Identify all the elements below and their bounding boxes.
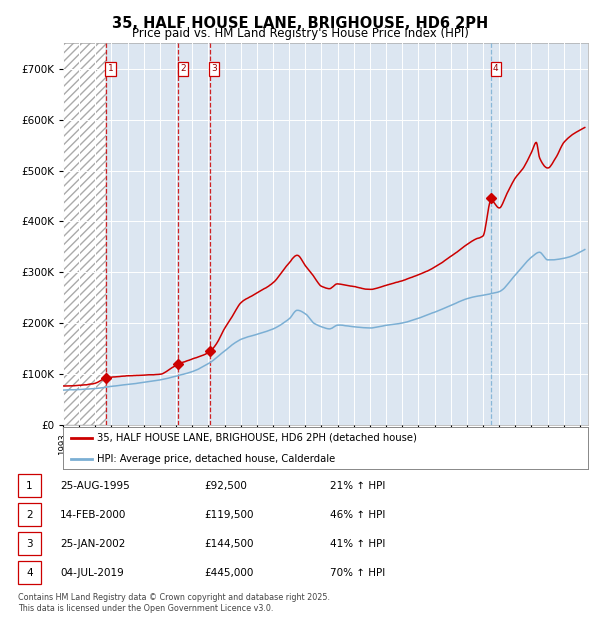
Text: Contains HM Land Registry data © Crown copyright and database right 2025.
This d: Contains HM Land Registry data © Crown c… [18,593,330,613]
Text: 35, HALF HOUSE LANE, BRIGHOUSE, HD6 2PH (detached house): 35, HALF HOUSE LANE, BRIGHOUSE, HD6 2PH … [97,433,417,443]
Text: 25-AUG-1995: 25-AUG-1995 [60,480,130,491]
Text: 2: 2 [26,510,33,520]
Text: 1: 1 [26,480,33,491]
Text: 70% ↑ HPI: 70% ↑ HPI [330,568,385,578]
Text: 46% ↑ HPI: 46% ↑ HPI [330,510,385,520]
Bar [63,43,106,425]
Text: 1: 1 [108,64,113,73]
Text: 35, HALF HOUSE LANE, BRIGHOUSE, HD6 2PH: 35, HALF HOUSE LANE, BRIGHOUSE, HD6 2PH [112,16,488,31]
Text: HPI: Average price, detached house, Calderdale: HPI: Average price, detached house, Cald… [97,454,335,464]
Text: 25-JAN-2002: 25-JAN-2002 [60,539,125,549]
Bar [63,43,106,425]
Text: 14-FEB-2000: 14-FEB-2000 [60,510,127,520]
Text: 4: 4 [26,568,33,578]
Text: 04-JUL-2019: 04-JUL-2019 [60,568,124,578]
Text: £119,500: £119,500 [204,510,254,520]
Text: 21% ↑ HPI: 21% ↑ HPI [330,480,385,491]
Text: £92,500: £92,500 [204,480,247,491]
Text: 4: 4 [493,64,499,73]
Text: £144,500: £144,500 [204,539,254,549]
Text: 3: 3 [26,539,33,549]
Text: 2: 2 [180,64,185,73]
Text: £445,000: £445,000 [204,568,253,578]
Text: Price paid vs. HM Land Registry's House Price Index (HPI): Price paid vs. HM Land Registry's House … [131,27,469,40]
Text: 3: 3 [211,64,217,73]
Text: 41% ↑ HPI: 41% ↑ HPI [330,539,385,549]
